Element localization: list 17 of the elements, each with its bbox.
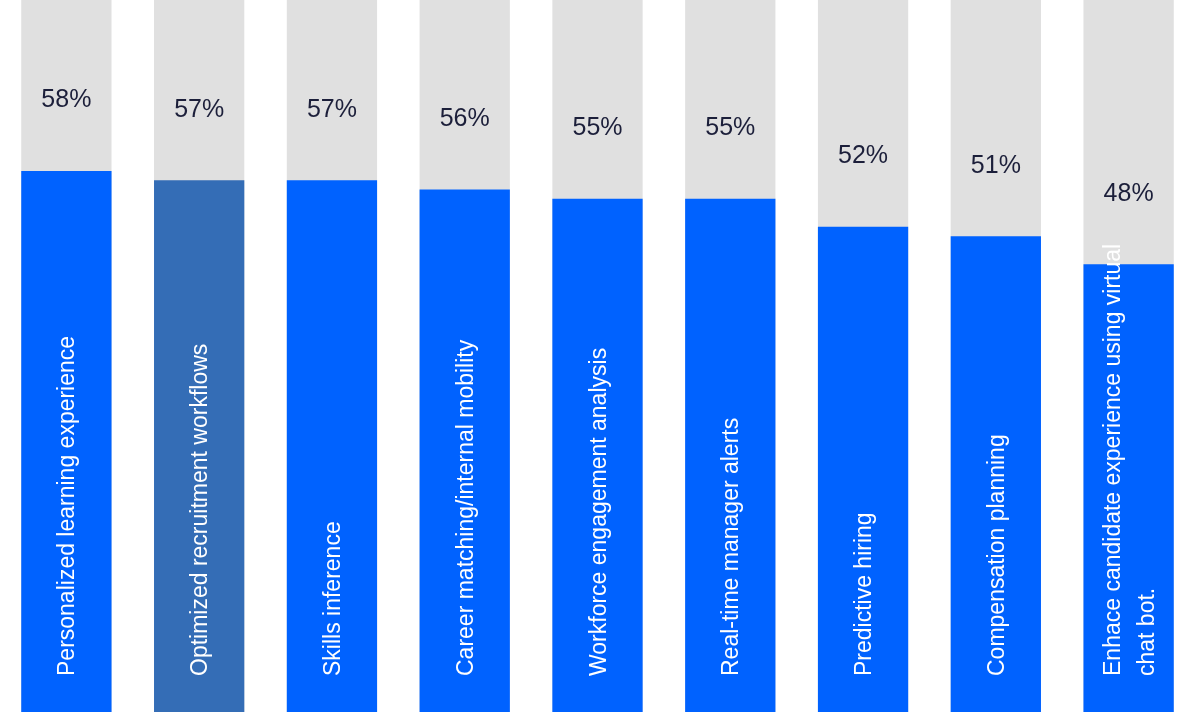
- data-label: 56%: [439, 103, 490, 132]
- x-tick-label: Compensation planning: [982, 434, 1009, 676]
- x-tick-label: Real-time manager alerts: [717, 417, 744, 676]
- data-label: 57%: [174, 93, 225, 122]
- data-label: 52%: [838, 140, 889, 169]
- data-label: 55%: [572, 112, 623, 141]
- x-tick-label: Personalized learning experience: [53, 335, 80, 676]
- data-label: 58%: [41, 84, 92, 113]
- data-label: 55%: [705, 112, 756, 141]
- x-tick-label: Career matching/internal mobility: [451, 339, 478, 676]
- x-tick-label: Predictive hiring: [850, 512, 877, 676]
- data-label: 48%: [1103, 177, 1154, 206]
- x-tick-label: Optimized recruitment workflows: [186, 343, 213, 676]
- data-label: 57%: [306, 93, 357, 122]
- data-label: 51%: [970, 149, 1021, 178]
- x-tick-label: Skills inference: [318, 521, 345, 676]
- x-tick-label: Workforce engagement analysis: [584, 347, 611, 676]
